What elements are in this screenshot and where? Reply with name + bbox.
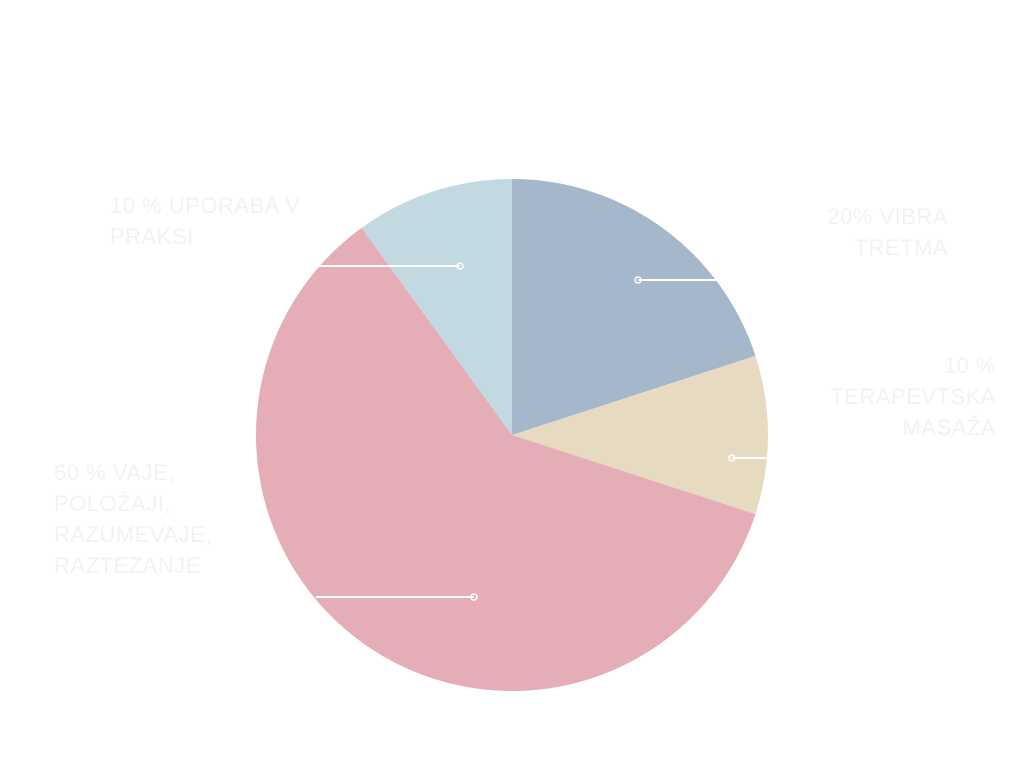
pie-slice-terapevtska-masaza — [512, 355, 768, 515]
slice-label-vaje: 60 % VAJE, POLOŽAJI, RAZUMEVAJE, RAZTEZA… — [54, 460, 212, 578]
leader-line-uporaba-v-praksi — [318, 262, 464, 270]
slice-label-terapevtska-masaza: 10 % TERAPEVTSKA MASAŽA — [830, 353, 996, 440]
slice-label-uporaba-v-praksi: 10 % UPORABA V PRAKSI — [110, 193, 301, 249]
pie-slice-uporaba-v-praksi — [361, 179, 512, 435]
pie-slice-vaje — [255, 227, 756, 692]
leader-line-vaje — [316, 593, 478, 601]
leader-line-terapevtska-masaza — [728, 454, 768, 462]
pie-slices — [255, 179, 768, 692]
leader-line-vibra-tretma — [634, 276, 716, 284]
slice-label-vibra-tretma: 20% VIBRA TRETMA — [827, 204, 948, 260]
pie-slice-vibra-tretma — [512, 179, 756, 435]
leader-lines — [316, 262, 768, 601]
